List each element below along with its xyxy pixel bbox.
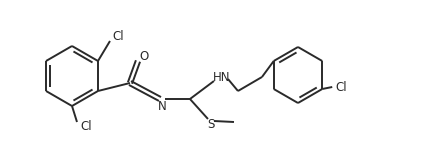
Text: Cl: Cl — [335, 81, 347, 93]
Text: N: N — [158, 99, 166, 113]
Text: Cl: Cl — [112, 30, 124, 43]
Text: S: S — [207, 118, 215, 132]
Text: Cl: Cl — [80, 120, 92, 134]
Text: O: O — [139, 49, 148, 63]
Text: HN: HN — [213, 71, 231, 83]
